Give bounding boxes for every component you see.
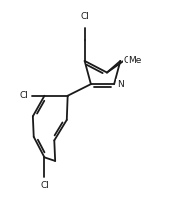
Text: Cl: Cl: [19, 91, 28, 100]
Text: Me: Me: [128, 55, 142, 64]
Text: Cl: Cl: [80, 12, 89, 21]
Text: Cl: Cl: [40, 181, 49, 190]
Text: N: N: [117, 80, 123, 89]
Text: O: O: [123, 57, 130, 65]
